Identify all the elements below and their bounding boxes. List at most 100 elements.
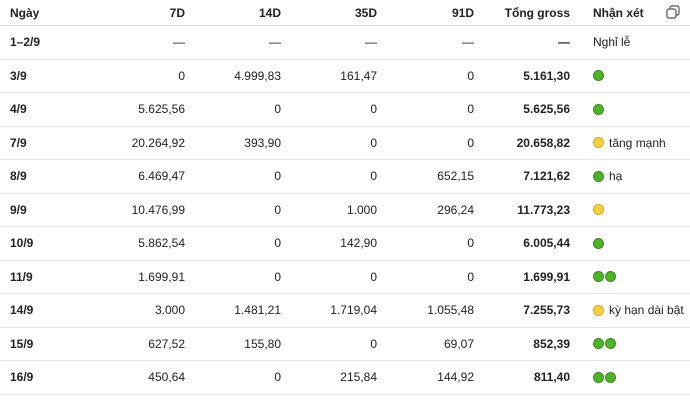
value-cell: 0 [274, 370, 281, 385]
green-dot [593, 271, 604, 283]
date-cell: 15/9 [10, 336, 34, 351]
table-row: 16/9 450,64 0 215,84 144,92 811,40 [0, 361, 690, 395]
value-cell: 6.005,44 [523, 236, 570, 251]
value-cell: 393,90 [244, 135, 281, 150]
note-cell [572, 371, 690, 383]
value-cell: — [173, 35, 185, 50]
green-dot [593, 237, 604, 249]
value-cell: 0 [274, 236, 281, 251]
value-cell: 3.000 [154, 303, 185, 318]
date-cell: 14/9 [10, 303, 34, 318]
value-cell: 6.469,47 [138, 169, 185, 184]
value-cell: 1.000 [346, 202, 377, 217]
value-cell: — [558, 35, 570, 50]
note-text: tăng mạnh [609, 135, 666, 150]
value-cell: 0 [370, 102, 377, 117]
green-dot [593, 70, 604, 82]
table-row: 15/9 627,52 155,80 0 69,07 852,39 [0, 328, 690, 361]
value-cell: 0 [274, 102, 281, 117]
value-cell: 5.625,56 [138, 102, 185, 117]
value-cell: — [269, 35, 281, 50]
header-cell: Tổng gross [504, 5, 570, 20]
green-dot [605, 271, 616, 283]
value-cell: 1.481,21 [234, 303, 281, 318]
note-text: kỳ hạn dài bật [609, 303, 684, 318]
date-cell: 4/9 [10, 102, 27, 117]
date-cell: 11/9 [10, 269, 33, 284]
table-row: 14/9 3.000 1.481,21 1.719,04 1.055,48 7.255,7… [0, 294, 690, 328]
date-cell: 3/9 [10, 68, 27, 83]
copy-icon[interactable] [666, 5, 680, 19]
table: Ngày 7D 14D 35D 91D Tổng gross Nhận xét 1–2/9 —… [0, 0, 690, 395]
value-cell: 0 [370, 135, 377, 150]
value-cell: 11.773,23 [517, 202, 570, 217]
value-cell: 450,64 [148, 370, 185, 385]
value-cell: 69,07 [443, 336, 474, 351]
value-cell: 1.719,04 [330, 303, 377, 318]
note-cell [572, 338, 690, 350]
note-cell [572, 103, 690, 115]
value-cell: 5.625,56 [523, 102, 570, 117]
header-cell: 91D [451, 5, 474, 20]
header-cell: 35D [354, 5, 377, 20]
date-cell: 16/9 [10, 370, 34, 385]
note-cell: tăng mạnh [572, 136, 690, 150]
date-cell: 7/9 [10, 135, 27, 150]
note-cell [572, 271, 690, 283]
table-row: 10/9 5.862,54 0 142,90 0 6.005,44 [0, 227, 690, 261]
note-text: hạ [609, 169, 623, 184]
value-cell: 161,47 [340, 68, 377, 83]
note-cell: kỳ hạn dài bật [572, 303, 690, 317]
date-cell: 8/9 [10, 169, 27, 184]
date-cell: 1–2/9 [10, 35, 41, 50]
table-row: 7/9 20.264,92 393,90 0 0 20.658,82 tăng mạnh [0, 127, 690, 160]
value-cell: 1.055,48 [427, 303, 474, 318]
value-cell: 142,90 [340, 236, 377, 251]
note-text: Nghỉ lễ [593, 35, 631, 50]
header-row: Ngày 7D 14D 35D 91D Tổng gross Nhận xét [0, 0, 690, 26]
value-cell: 0 [467, 135, 474, 150]
value-cell: 0 [370, 169, 377, 184]
table-row: 9/9 10.476,99 0 1.000 296,24 11.773,23 [0, 194, 690, 227]
value-cell: 20.264,92 [131, 135, 185, 150]
note-cell [572, 70, 690, 82]
value-cell: 652,15 [437, 169, 474, 184]
header-cell: 14D [258, 5, 281, 20]
value-cell: 5.862,54 [138, 236, 185, 251]
header-cell: Nhận xét [593, 5, 644, 20]
value-cell: 0 [274, 202, 281, 217]
note-cell: hạ [572, 169, 690, 183]
value-cell: 627,52 [148, 336, 185, 351]
value-cell: 0 [467, 269, 474, 284]
value-cell: 155,80 [244, 336, 281, 351]
value-cell: 0 [274, 169, 281, 184]
value-cell: 1.699,91 [523, 269, 570, 284]
value-cell: 0 [467, 236, 474, 251]
note-cell [572, 204, 690, 216]
header-cell: 7D [169, 5, 185, 20]
value-cell: 7.121,62 [523, 169, 570, 184]
value-cell: — [365, 35, 377, 50]
yellow-dot [593, 137, 604, 149]
value-cell: — [462, 35, 474, 50]
green-dot [605, 338, 616, 350]
value-cell: 215,84 [340, 370, 377, 385]
value-cell: 296,24 [437, 202, 474, 217]
header-cell: Ngày [10, 5, 40, 20]
value-cell: 852,39 [533, 336, 570, 351]
green-dot [593, 170, 604, 182]
value-cell: 20.658,82 [516, 135, 570, 150]
value-cell: 0 [178, 68, 185, 83]
note-cell [572, 237, 690, 249]
table-row: 3/9 0 4.999,83 161,47 0 5.161,30 [0, 60, 690, 93]
table-row: 11/9 1.699,91 0 0 0 1.699,91 [0, 261, 690, 294]
date-cell: 10/9 [10, 236, 34, 251]
value-cell: 7.255,73 [523, 303, 570, 318]
value-cell: 0 [467, 102, 474, 117]
green-dot [593, 103, 604, 115]
date-cell: 9/9 [10, 202, 27, 217]
value-cell: 0 [370, 336, 377, 351]
table-row: 1–2/9 — — — — — Nghỉ lễ [0, 26, 690, 60]
table-row: 4/9 5.625,56 0 0 0 5.625,56 [0, 93, 690, 127]
